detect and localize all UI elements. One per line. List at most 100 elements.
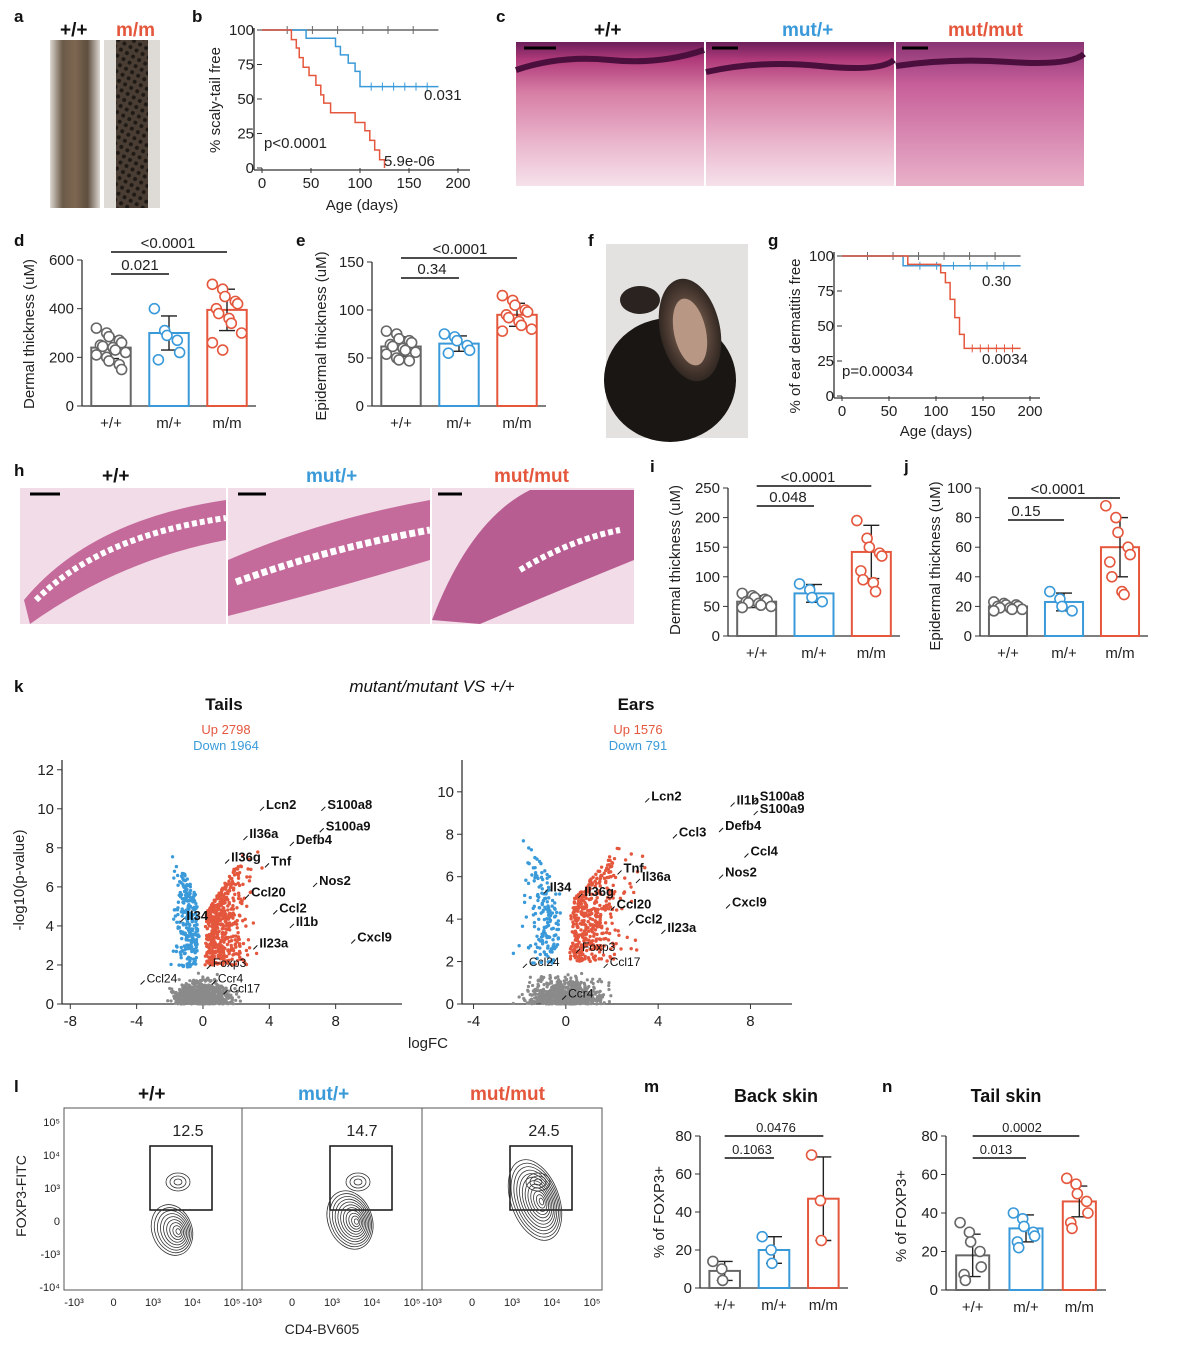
volcano-point-ns bbox=[546, 1001, 550, 1005]
flow-contour bbox=[329, 1193, 373, 1248]
volcano-point-ns bbox=[580, 996, 584, 1000]
volcano-point-ns bbox=[234, 992, 239, 996]
volcano-point-up bbox=[568, 954, 573, 958]
panel-c-label-hom: mut/mut bbox=[948, 20, 1024, 41]
gene-leader bbox=[635, 878, 641, 884]
panel-g-pvalue-hom: 0.0034 bbox=[982, 351, 1028, 368]
volcano-point-up bbox=[248, 875, 252, 879]
volcano-point-up bbox=[573, 953, 577, 957]
volcano-point-up bbox=[208, 955, 212, 960]
gene-leader bbox=[350, 939, 356, 944]
volcano-point-up bbox=[203, 963, 207, 967]
volcano-point-up bbox=[608, 893, 612, 897]
volcano-point-ns bbox=[196, 971, 201, 975]
volcano-point-ns bbox=[198, 991, 202, 995]
volcano-point-down bbox=[180, 936, 184, 941]
volcano-point-up bbox=[238, 864, 243, 868]
volcano-point-down bbox=[539, 861, 543, 866]
volcano-point-up bbox=[608, 912, 613, 916]
volcano-point-up bbox=[249, 867, 253, 872]
volcano-point-ns bbox=[181, 987, 185, 991]
data-point bbox=[380, 325, 393, 337]
volcano-point-up bbox=[226, 882, 231, 886]
volcano-point-down bbox=[189, 963, 193, 967]
panel-i-plot: 0 50 100 150 200 250 +/+ m/+ m/m bbox=[695, 480, 900, 662]
volcano-point-up bbox=[599, 892, 603, 896]
volcano-point-down bbox=[526, 881, 531, 886]
volcano-point-ns bbox=[204, 983, 208, 988]
volcano-point-up bbox=[605, 895, 610, 900]
volcano-point-up bbox=[633, 938, 638, 942]
volcano-point-up bbox=[592, 946, 597, 951]
volcano-point-down bbox=[177, 963, 181, 967]
volcano-point-up bbox=[577, 951, 582, 955]
volcano-point-up bbox=[578, 891, 583, 895]
volcano-point-up bbox=[231, 947, 235, 951]
panel-b-curves bbox=[262, 26, 439, 168]
data-point bbox=[1110, 511, 1122, 524]
volcano-point-ns bbox=[209, 978, 213, 983]
x-tick-label: m/m bbox=[857, 645, 886, 662]
volcano-point-down bbox=[526, 861, 530, 865]
x-tick-label: 50 bbox=[303, 175, 320, 192]
volcano-point-up bbox=[583, 941, 587, 946]
x-tick-label: 50 bbox=[881, 403, 898, 420]
volcano-point-up bbox=[210, 917, 214, 921]
volcano-point-down bbox=[553, 901, 557, 905]
flow-contour bbox=[150, 1204, 194, 1256]
x-tick-label: 0 bbox=[469, 1297, 475, 1309]
volcano-point-up bbox=[216, 930, 220, 934]
volcano-point-ns bbox=[210, 986, 214, 991]
x-tick-label: -4 bbox=[130, 1013, 143, 1030]
data-point bbox=[876, 550, 888, 562]
volcano-point-ns bbox=[203, 979, 207, 983]
panel-letter-a: a bbox=[14, 7, 24, 26]
y-tick-label: 150 bbox=[695, 539, 720, 556]
gene-label: Il23a bbox=[259, 935, 289, 950]
volcano-point-up bbox=[219, 908, 224, 913]
volcano-point-up bbox=[584, 896, 588, 900]
volcano-point-up bbox=[590, 929, 594, 934]
panel-j-bar-chart: Epidermal thickness (uM) 0 20 40 60 80 100 +/+… bbox=[927, 480, 1148, 662]
volcano-point-up bbox=[586, 909, 590, 913]
volcano-point-down bbox=[189, 913, 194, 917]
x-tick-label: +/+ bbox=[997, 645, 1019, 662]
data-point bbox=[219, 290, 231, 303]
flow-contour bbox=[331, 1196, 371, 1245]
y-tick-label: 8 bbox=[446, 826, 454, 843]
volcano-point-up bbox=[571, 920, 575, 924]
volcano-point-down bbox=[181, 923, 186, 927]
volcano-point-up bbox=[593, 958, 598, 962]
gene-leader bbox=[272, 909, 278, 915]
volcano-point-up bbox=[205, 959, 209, 963]
volcano-point-up bbox=[596, 869, 600, 873]
volcano-point-up bbox=[230, 879, 235, 884]
gene-leader bbox=[617, 870, 622, 875]
data-point bbox=[975, 1261, 988, 1273]
volcano-point-up bbox=[236, 891, 241, 895]
y-tick-label: 60 bbox=[955, 539, 972, 556]
volcano-point-up bbox=[236, 881, 240, 885]
data-point bbox=[109, 344, 122, 356]
panel-letter-h: h bbox=[14, 461, 24, 480]
y-tick-label: 2 bbox=[46, 957, 54, 974]
flow-contour bbox=[529, 1175, 547, 1189]
volcano-point-up bbox=[213, 950, 218, 955]
volcano-point-down bbox=[536, 876, 540, 881]
km-curve-hom bbox=[262, 29, 386, 168]
volcano-point-up bbox=[579, 928, 583, 932]
volcano-point-up bbox=[611, 883, 615, 888]
data-point bbox=[814, 1194, 827, 1207]
panel-m-p2: 0.0476 bbox=[756, 1120, 796, 1135]
volcano-point-up bbox=[216, 961, 220, 966]
volcano-point-ns bbox=[526, 984, 530, 989]
panel-k-ears-up: Up 1576 bbox=[613, 722, 662, 737]
panel-l-contours: -10³ 0 10³ 10⁴ 10⁵ -10³ 0 10³ 10⁴ 10⁵ -10³ 0 10³ 10⁴ 1… bbox=[39, 1117, 600, 1309]
data-point bbox=[515, 319, 528, 332]
volcano-point-ns bbox=[227, 989, 231, 993]
volcano-point-up bbox=[618, 896, 623, 900]
flow-contour bbox=[348, 1212, 362, 1230]
volcano-point-up bbox=[571, 941, 575, 945]
volcano-point-down bbox=[191, 900, 195, 904]
volcano-point-up bbox=[589, 940, 593, 944]
